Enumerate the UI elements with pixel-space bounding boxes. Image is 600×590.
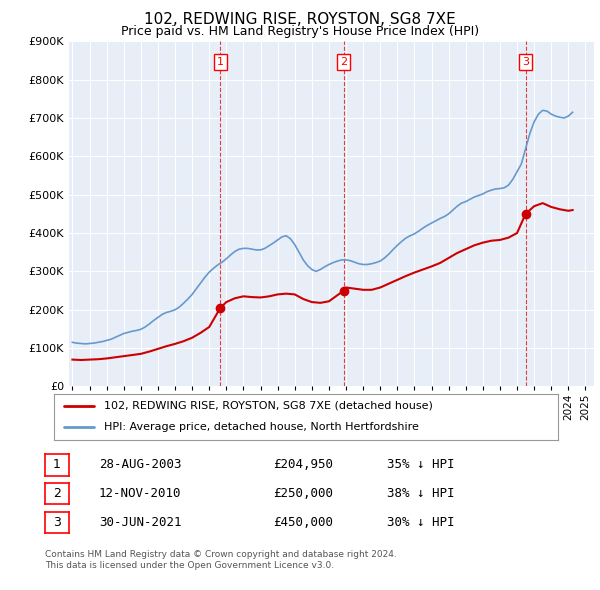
Text: 102, REDWING RISE, ROYSTON, SG8 7XE: 102, REDWING RISE, ROYSTON, SG8 7XE — [144, 12, 456, 27]
Text: 38% ↓ HPI: 38% ↓ HPI — [387, 487, 455, 500]
Text: 3: 3 — [53, 516, 61, 529]
Text: HPI: Average price, detached house, North Hertfordshire: HPI: Average price, detached house, Nort… — [104, 422, 419, 432]
Text: 12-NOV-2010: 12-NOV-2010 — [99, 487, 182, 500]
Text: 1: 1 — [53, 458, 61, 471]
Text: 1: 1 — [217, 57, 224, 67]
Text: £450,000: £450,000 — [273, 516, 333, 529]
Text: 35% ↓ HPI: 35% ↓ HPI — [387, 458, 455, 471]
Text: £250,000: £250,000 — [273, 487, 333, 500]
Text: This data is licensed under the Open Government Licence v3.0.: This data is licensed under the Open Gov… — [45, 561, 334, 570]
Text: £204,950: £204,950 — [273, 458, 333, 471]
Text: Contains HM Land Registry data © Crown copyright and database right 2024.: Contains HM Land Registry data © Crown c… — [45, 550, 397, 559]
Text: 2: 2 — [340, 57, 347, 67]
Text: Price paid vs. HM Land Registry's House Price Index (HPI): Price paid vs. HM Land Registry's House … — [121, 25, 479, 38]
Text: 30-JUN-2021: 30-JUN-2021 — [99, 516, 182, 529]
Text: 102, REDWING RISE, ROYSTON, SG8 7XE (detached house): 102, REDWING RISE, ROYSTON, SG8 7XE (det… — [104, 401, 433, 411]
Text: 30% ↓ HPI: 30% ↓ HPI — [387, 516, 455, 529]
Text: 3: 3 — [522, 57, 529, 67]
Text: 28-AUG-2003: 28-AUG-2003 — [99, 458, 182, 471]
Text: 2: 2 — [53, 487, 61, 500]
